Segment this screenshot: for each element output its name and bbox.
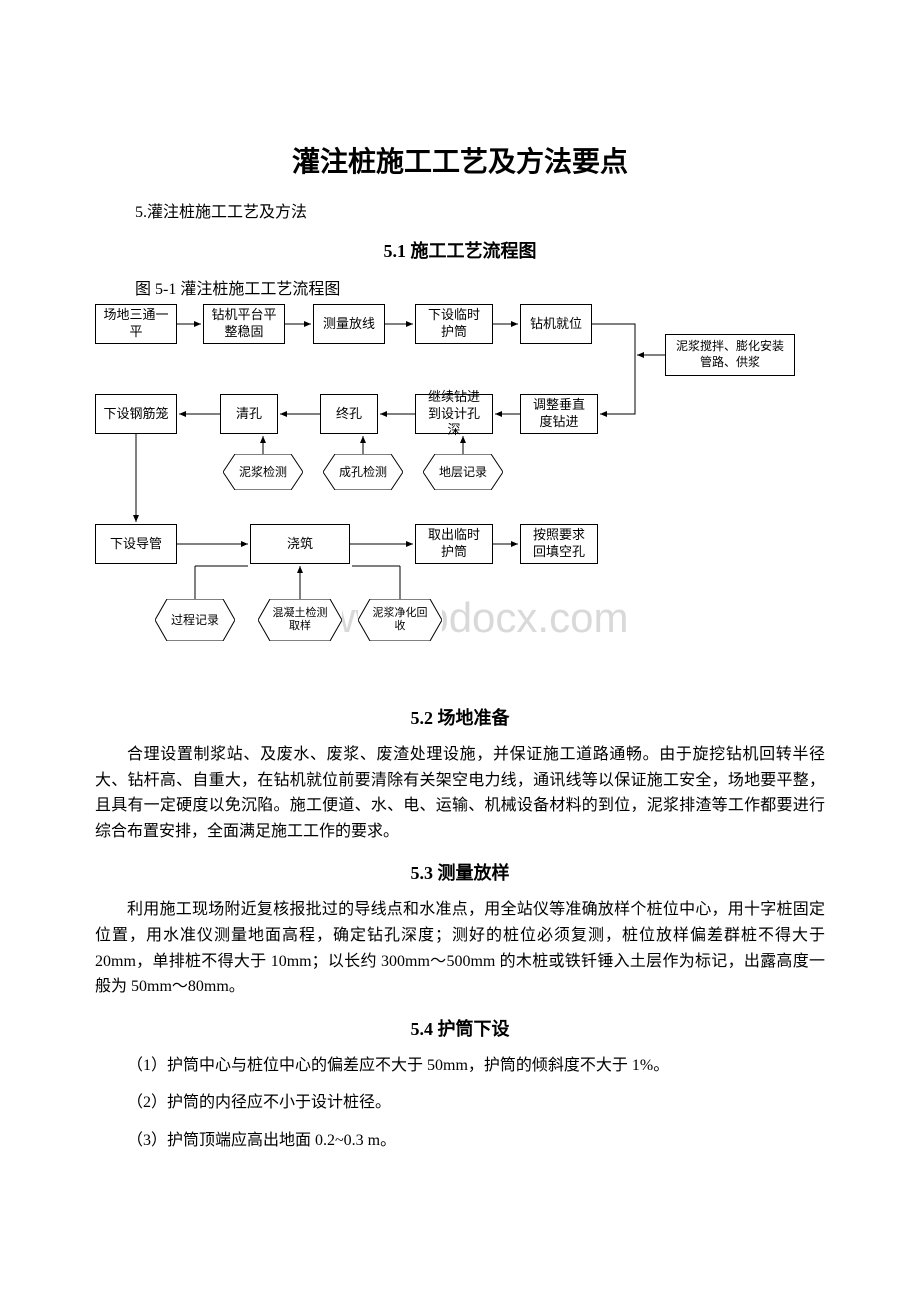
flowchart: www.bdocx.com	[95, 304, 815, 684]
flow-check-node: 泥浆检测	[223, 454, 303, 490]
node-label: 地层记录	[427, 465, 499, 479]
heading-5-1: 5.1 施工工艺流程图	[95, 237, 825, 263]
flow-check-node: 混凝土检测取样	[258, 599, 342, 641]
body-paragraph: 利用施工现场附近复核报批过的导线点和水准点，用全站仪等准确放样个桩位中心，用十字…	[95, 897, 825, 999]
flow-node: 下设导管	[95, 524, 177, 564]
flow-node: 测量放线	[313, 304, 385, 344]
body-paragraph: 合理设置制浆站、及废水、废浆、废渣处理设施，并保证施工道路通畅。由于旋挖钻机回转…	[95, 742, 825, 844]
flow-check-node: 成孔检测	[323, 454, 403, 490]
node-label: 泥浆净化回收	[358, 607, 442, 633]
flow-node: 下设临时护筒	[415, 304, 493, 344]
flow-node: 浇筑	[250, 524, 350, 564]
flow-node: 按照要求回填空孔	[520, 524, 598, 564]
node-label: 泥浆检测	[227, 465, 299, 479]
flow-check-node: 过程记录	[155, 599, 235, 641]
list-item: （3）护筒顶端应高出地面 0.2~0.3 m。	[95, 1128, 825, 1154]
flow-node: 取出临时护筒	[415, 524, 493, 564]
flow-node: 调整垂直度钻进	[520, 394, 598, 434]
flow-check-node: 地层记录	[423, 454, 503, 490]
flow-node: 继续钻进到设计孔深	[415, 394, 493, 434]
list-item: （2）护筒的内径应不小于设计桩径。	[95, 1090, 825, 1116]
flow-node: 终孔	[320, 394, 378, 434]
heading-5-2: 5.2 场地准备	[95, 704, 825, 730]
node-label: 混凝土检测取样	[258, 607, 342, 633]
flow-node: 清孔	[220, 394, 278, 434]
flow-node: 钻机平台平整稳固	[203, 304, 285, 344]
page-title: 灌注桩施工工艺及方法要点	[95, 140, 825, 180]
heading-5-3: 5.3 测量放样	[95, 859, 825, 885]
flow-node: 下设钢筋笼	[95, 394, 177, 434]
list-item: （1）护筒中心与桩位中心的偏差应不大于 50mm，护筒的倾斜度不大于 1%。	[95, 1053, 825, 1079]
figure-caption: 图 5-1 灌注桩施工工艺流程图	[135, 275, 825, 299]
node-label: 成孔检测	[327, 465, 399, 479]
node-label: 过程记录	[159, 613, 231, 627]
flow-node: 泥浆搅拌、膨化安装管路、供浆	[665, 334, 795, 376]
section-number: 5.灌注桩施工工艺及方法	[135, 198, 825, 222]
flow-node: 场地三通一平	[95, 304, 177, 344]
heading-5-4: 5.4 护筒下设	[95, 1015, 825, 1041]
flow-node: 钻机就位	[520, 304, 592, 344]
flow-check-node: 泥浆净化回收	[358, 599, 442, 641]
